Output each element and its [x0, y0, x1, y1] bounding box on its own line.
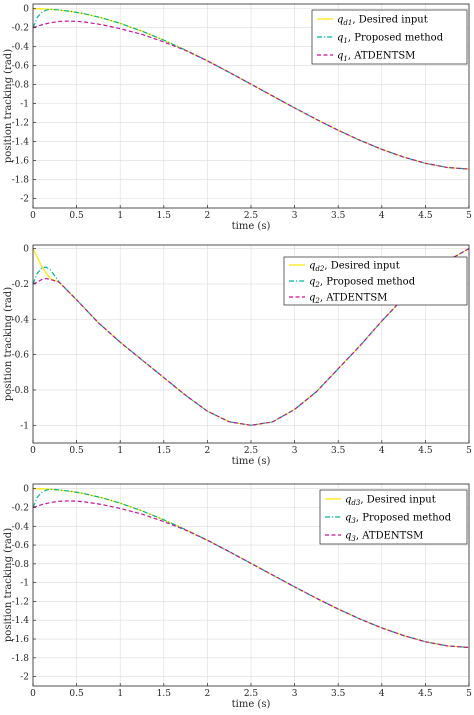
- legend: qd1, Desired input q1, Proposed method q1,…: [311, 9, 468, 65]
- y-axis-label: position tracking (rad): [3, 287, 14, 401]
- x-tick-label: 4: [379, 211, 385, 221]
- y-tick-label: -1.8: [12, 176, 30, 186]
- y-tick-label: -1: [20, 421, 29, 431]
- chart-panel-2: 0 0.5 1 1.5 2 2.5 3 3.5 4 4.5 5 0 -0.2 -0.4 -0.6 -0.8 -1…: [3, 245, 472, 467]
- series-line-3: [32, 248, 470, 426]
- legend-entry-label: q3, Proposed method: [345, 513, 452, 526]
- x-tick-label: 1.5: [157, 446, 172, 456]
- y-tick-label: -1.4: [12, 138, 30, 148]
- x-tick-label: 2: [205, 689, 211, 699]
- y-tick-label: -1.2: [12, 597, 29, 607]
- y-tick-label: -0.8: [12, 386, 30, 396]
- x-tick-label: 0: [30, 211, 36, 221]
- x-tick-label: 0.5: [69, 211, 84, 221]
- legend-entry-label: q2, Proposed method: [309, 277, 416, 290]
- x-tick-label: 1: [117, 689, 123, 699]
- x-tick-label: 2.5: [244, 446, 259, 456]
- y-tick-label: -1.6: [12, 157, 30, 167]
- y-tick-label: -0.4: [12, 315, 30, 325]
- legend-entry-label: q1, ATDENTSM: [337, 51, 415, 64]
- x-tick-label: 3: [292, 211, 298, 221]
- x-tick-label: 1: [117, 211, 123, 221]
- legend-box: [319, 489, 468, 545]
- x-tick-label: 2: [205, 211, 211, 221]
- x-axis-label: time (s): [232, 221, 271, 232]
- x-tick-label: 3.5: [331, 211, 346, 221]
- x-tick-label: 3: [292, 689, 298, 699]
- legend-box: [283, 256, 468, 306]
- y-tick-label: -1.6: [12, 635, 30, 645]
- y-tick-label: -0.2: [12, 24, 29, 34]
- y-tick-label: 0: [23, 5, 29, 15]
- x-tick-label: 0.5: [69, 689, 84, 699]
- y-axis-label: position tracking (rad): [3, 528, 14, 642]
- y-tick-label: 0: [23, 485, 29, 495]
- series-line-3: [32, 500, 470, 649]
- x-tick-label: 4: [379, 689, 385, 699]
- y-tick-label: -0.4: [12, 522, 30, 532]
- legend-box: [311, 9, 468, 65]
- x-tick-label: 0.5: [69, 446, 84, 456]
- series-line-2: [32, 8, 470, 170]
- y-tick-label: -0.6: [12, 62, 30, 72]
- x-tick-label: 3.5: [331, 446, 346, 456]
- series-line-2: [32, 488, 470, 649]
- legend: qd3, Desired input q3, Proposed method q3,…: [319, 489, 468, 545]
- y-tick-label: -2: [20, 673, 29, 683]
- chart-panel-3: 0 0.5 1 1.5 2 2.5 3 3.5 4 4.5 5 0 -0.2 -0.4 -0.6 -0.8 -1…: [3, 483, 472, 710]
- legend: qd2, Desired input q2, Proposed method q2,…: [283, 256, 468, 306]
- x-tick-label: 4.5: [418, 211, 433, 221]
- legend-entry-label: q1, Proposed method: [337, 33, 444, 46]
- x-axis-label: time (s): [232, 456, 271, 467]
- chart-panel-1: 0 0.5 1 1.5 2 2.5 3 3.5 4 4.5 5 0 -0.2 -0.4 -0.6 -0.8 -1…: [3, 3, 472, 232]
- x-tick-label: 1.5: [157, 211, 172, 221]
- x-tick-label: 0: [30, 446, 36, 456]
- x-tick-label: 0: [30, 689, 36, 699]
- x-tick-label: 3: [292, 446, 298, 456]
- x-tick-label: 3.5: [331, 689, 346, 699]
- y-tick-label: -1.4: [12, 616, 30, 626]
- legend-entry-label: q3, ATDENTSM: [345, 531, 423, 544]
- y-tick-label: -0.4: [12, 43, 30, 53]
- series-line-3: [32, 20, 470, 170]
- x-tick-label: 4: [379, 446, 385, 456]
- legend-entry-label: q2, ATDENTSM: [309, 293, 387, 306]
- x-tick-label: 5: [466, 689, 472, 699]
- x-tick-label: 2: [205, 446, 211, 456]
- y-tick-label: 0: [23, 245, 29, 255]
- y-tick-label: -1: [20, 100, 29, 110]
- x-tick-label: 4.5: [418, 446, 433, 456]
- x-axis-label: time (s): [232, 699, 271, 710]
- y-tick-label: -0.6: [12, 351, 30, 361]
- legend-entry-label: qd1, Desired input: [337, 15, 428, 28]
- legend-entry-label: qd3, Desired input: [345, 495, 436, 508]
- x-tick-label: 2.5: [244, 689, 259, 699]
- x-tick-label: 5: [466, 211, 472, 221]
- y-tick-label: -1.2: [12, 119, 29, 129]
- x-tick-label: 2.5: [244, 211, 259, 221]
- y-tick-label: -0.2: [12, 503, 29, 513]
- x-tick-label: 5: [466, 446, 472, 456]
- y-tick-label: -2: [20, 195, 29, 205]
- y-tick-label: -0.2: [12, 280, 29, 290]
- x-tick-label: 1: [117, 446, 123, 456]
- y-axis-label: position tracking (rad): [3, 49, 14, 163]
- y-tick-label: -1: [20, 579, 29, 589]
- x-tick-label: 1.5: [157, 689, 172, 699]
- x-tick-label: 4.5: [418, 689, 433, 699]
- y-tick-label: -0.6: [12, 541, 30, 551]
- y-tick-label: -0.8: [12, 560, 30, 570]
- legend-entry-label: qd2, Desired input: [309, 261, 400, 274]
- y-tick-label: -1.8: [12, 654, 30, 664]
- y-tick-label: -0.8: [12, 81, 30, 91]
